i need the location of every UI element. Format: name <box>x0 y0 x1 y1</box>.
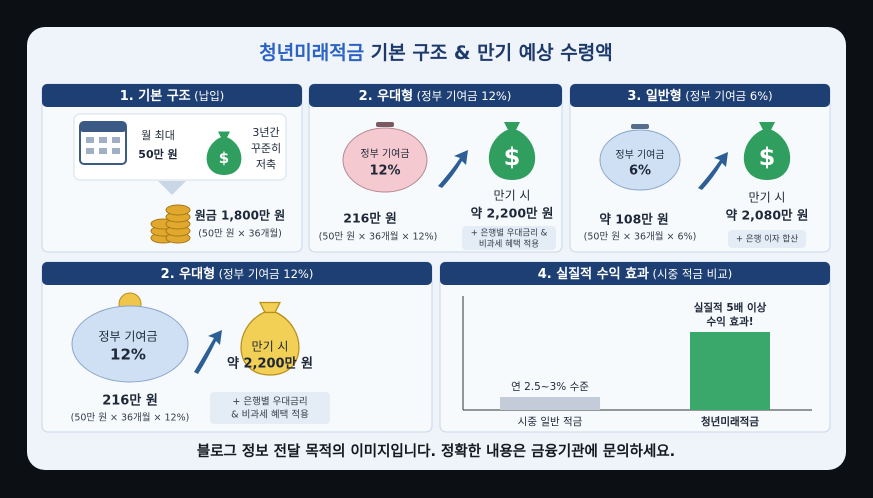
calendar-icon <box>79 121 127 165</box>
panel-headers <box>42 84 830 285</box>
panel-header: 2. 우대형 (정부 기여금 12%) <box>161 266 314 282</box>
note-box <box>728 230 806 248</box>
formula: (50만 원 × 36개월 × 6%) <box>584 231 697 243</box>
footer: 블로그 정보 전달 목적의 이미지입니다. 정확한 내용은 금융기관에 문의하세… <box>197 442 675 460</box>
pig-icon <box>342 122 428 193</box>
category-label: 시중 일반 적금 <box>518 415 583 428</box>
principal: 원금 1,800만 원 <box>195 208 285 223</box>
maturity: 약 2,200만 원 <box>227 356 313 372</box>
note-box <box>210 392 330 424</box>
label: 만기 시 <box>252 340 289 354</box>
note: 비과세 혜택 적용 <box>479 239 539 250</box>
svg-text:$: $ <box>504 143 521 171</box>
svg-text:$: $ <box>759 143 776 171</box>
note: + 은행별 우대금리 <box>232 396 307 408</box>
maturity: 약 2,200만 원 <box>471 206 554 221</box>
panel-header: 2. 우대형 (정부 기여금 12%) <box>359 88 512 104</box>
label: 12% <box>110 346 146 364</box>
label: 만기 시 <box>749 191 786 205</box>
formula: (50만 원 × 36개월 × 12%) <box>319 231 438 243</box>
bar-note: 수익 효과! <box>706 315 753 328</box>
title-highlight: 청년미래적금 <box>259 42 364 64</box>
label: 정부 기여금 <box>615 149 664 161</box>
note: + 은행별 우대금리 & <box>471 228 548 239</box>
formula: (50만 원 × 36개월 × 12%) <box>71 412 190 424</box>
pig-icon <box>599 124 681 191</box>
bag-icon: $ <box>488 122 536 180</box>
label: 꾸준히 <box>251 141 281 155</box>
bag-icon: $ <box>743 122 791 180</box>
title-rest: 기본 구조 & 만기 예상 수령액 <box>364 42 613 64</box>
note: + 은행 이자 합산 <box>736 234 798 245</box>
svg-text:$: $ <box>219 149 229 167</box>
arrow <box>438 150 468 188</box>
note-box <box>462 226 556 250</box>
label: 저축 <box>256 158 276 171</box>
label: 월 최대 <box>141 129 175 142</box>
maturity: 약 2,080만 원 <box>726 208 809 223</box>
amount: 216만 원 <box>343 211 396 226</box>
label: 만기 시 <box>494 189 531 203</box>
down-arrow <box>158 181 186 195</box>
coins-icon <box>150 204 191 244</box>
bar-note: 연 2.5~3% 수준 <box>511 381 589 393</box>
panel-header: 1. 기본 구조 (납입) <box>120 89 225 104</box>
bag-icon: $ <box>206 131 242 175</box>
label: 3년간 <box>252 126 279 139</box>
label: 정부 기여금 <box>360 148 409 160</box>
label: 6% <box>629 164 651 179</box>
panel-header: 3. 일반형 (정부 기여금 6%) <box>627 88 772 104</box>
category-label: 청년미래적금 <box>701 415 759 428</box>
panel-header: 4. 실질적 수익 효과 (시중 적금 비교) <box>538 266 733 282</box>
label: 50만 원 <box>138 147 177 161</box>
label: 정부 기여금 <box>98 330 157 344</box>
amount: 216만 원 <box>102 393 158 409</box>
bar <box>690 332 770 410</box>
arrow <box>698 152 728 190</box>
formula: (50만 원 × 36개월) <box>198 228 282 240</box>
note: & 비과세 혜택 적용 <box>231 409 309 421</box>
pig-icon <box>71 292 189 383</box>
bar-note: 실질적 5배 이상 <box>694 301 767 314</box>
label: 12% <box>369 164 400 179</box>
bar <box>500 397 600 410</box>
title: 청년미래적금 기본 구조 & 만기 예상 수령액 <box>259 42 612 64</box>
amount: 약 108만 원 <box>599 212 668 227</box>
arrow <box>194 330 222 374</box>
